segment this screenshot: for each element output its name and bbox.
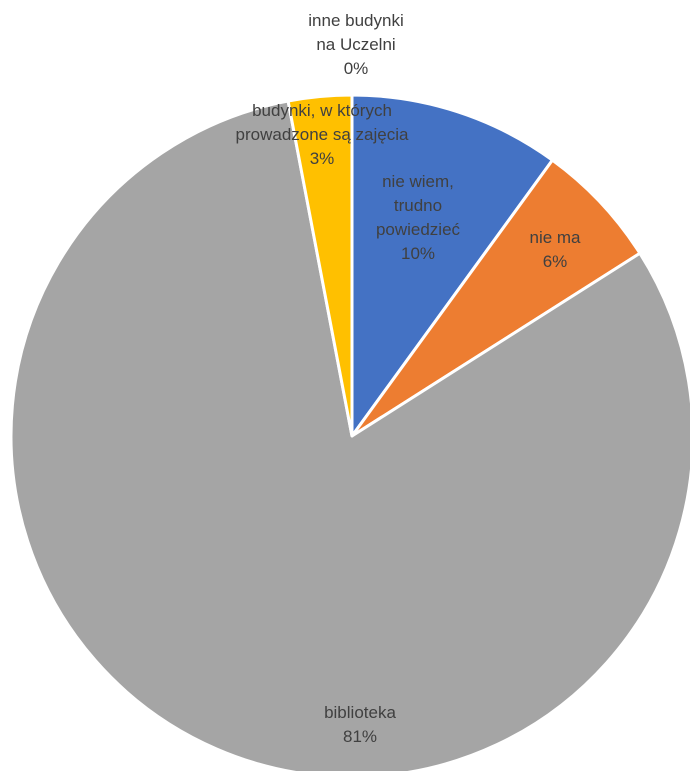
data-label-biblioteka: biblioteka 81% <box>324 703 396 746</box>
data-label-category: na Uczelni <box>316 35 395 54</box>
data-label-category: prowadzone są zajęcia <box>236 125 409 144</box>
data-label-budynki-w-ktorych-prowadzone-sa-zajecia: budynki, w których prowadzone są zajęcia 3… <box>236 101 409 168</box>
data-label-percent: 81% <box>343 727 377 746</box>
data-label-percent: 6% <box>543 252 568 271</box>
data-label-inne-budynki-na-uczelni: inne budynki na Uczelni 0% <box>308 11 403 78</box>
data-label-nie-wiem-trudno-powiedziec: nie wiem, trudno powiedzieć 10% <box>376 172 461 263</box>
pie-slice-nie-ma <box>350 158 642 438</box>
data-label-category: powiedzieć <box>376 220 461 239</box>
data-label-percent: 10% <box>401 244 435 263</box>
data-label-category: nie ma <box>529 228 581 247</box>
data-label-category: biblioteka <box>324 703 396 722</box>
pie-slice-nie-wiem-trudno-powiedziec <box>350 93 554 438</box>
pie-slice-budynki-w-ktorych-prowadzone-sa-zajecia <box>286 93 354 438</box>
data-label-category: inne budynki <box>308 11 403 30</box>
pie-slices <box>9 93 690 771</box>
data-label-nie-ma: nie ma 6% <box>529 228 581 271</box>
data-label-category: budynki, w których <box>252 101 392 120</box>
data-label-percent: 0% <box>344 59 369 78</box>
data-label-category: trudno <box>394 196 442 215</box>
pie-data-labels: nie wiem, trudno powiedzieć 10% nie ma 6% bibl… <box>236 11 582 746</box>
data-label-percent: 3% <box>310 149 335 168</box>
data-label-category: nie wiem, <box>382 172 454 191</box>
